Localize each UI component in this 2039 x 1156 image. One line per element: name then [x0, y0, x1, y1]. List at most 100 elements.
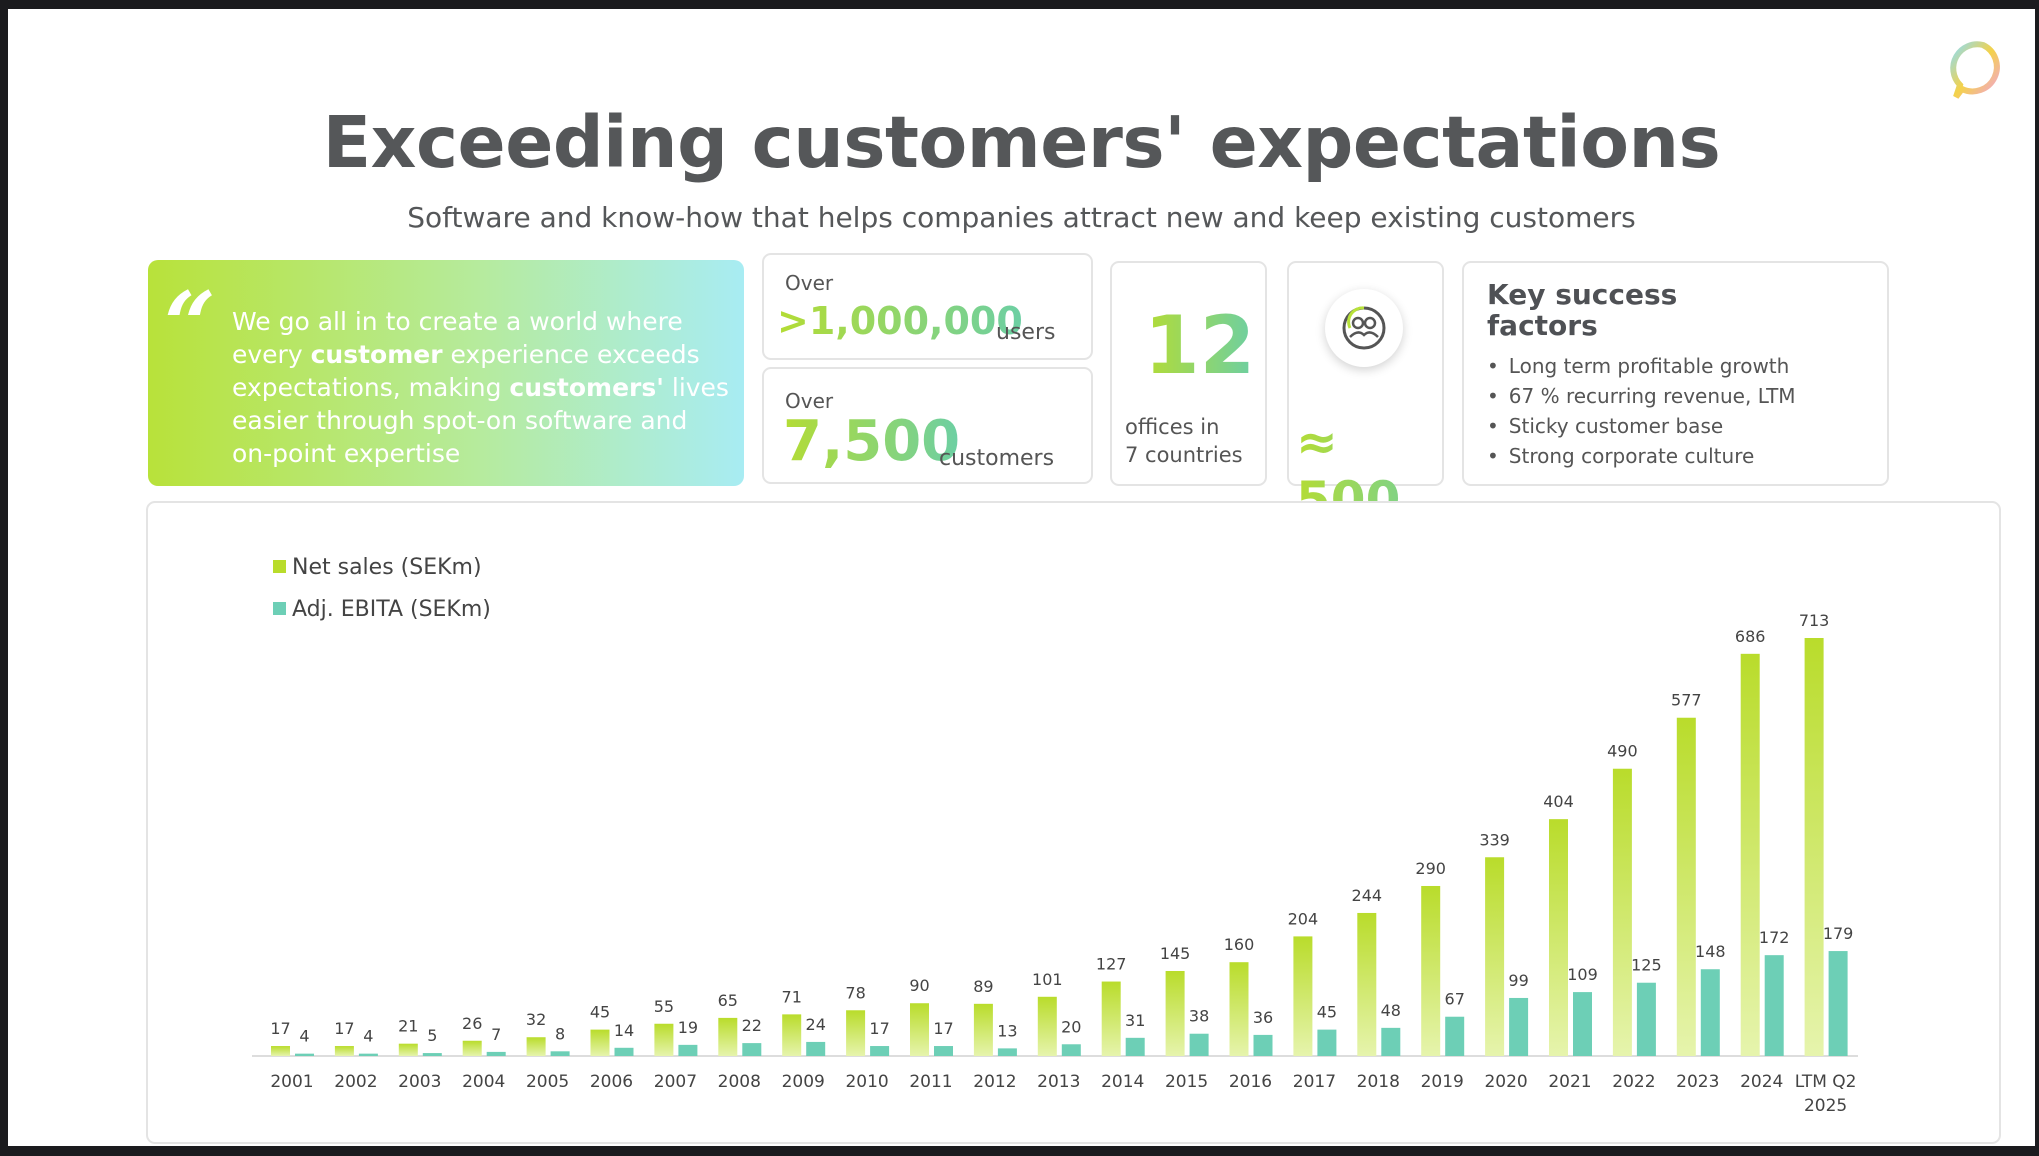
net-sales-bar — [1804, 638, 1824, 1056]
adj-ebita-bar — [550, 1051, 570, 1056]
net-sales-data-label: 339 — [1479, 830, 1510, 849]
adj-ebita-data-label: 17 — [869, 1019, 889, 1038]
net-sales-data-label: 89 — [973, 977, 993, 996]
net-sales-data-label: 127 — [1096, 955, 1127, 974]
adj-ebita-data-label: 22 — [742, 1016, 762, 1035]
adj-ebita-bar — [1189, 1033, 1209, 1056]
net-sales-bar — [1485, 857, 1505, 1056]
net-sales-bar — [590, 1029, 610, 1056]
key-success-card: Key success factors Long term profitable… — [1462, 261, 1889, 486]
x-tick-label: 2021 — [1548, 1072, 1591, 1092]
adj-ebita-bar — [1573, 992, 1592, 1056]
people-icon-badge — [1325, 289, 1403, 367]
offices-label-line1: offices in — [1125, 415, 1220, 439]
net-sales-bar — [1229, 962, 1249, 1056]
adj-ebita-data-label: 19 — [678, 1018, 698, 1037]
legend-net-sales: Net sales (SEKm) — [273, 555, 482, 580]
adj-ebita-data-label: 172 — [1759, 928, 1790, 947]
legend-label: Adj. EBITA (SEKm) — [292, 597, 491, 622]
key-success-title: Key success factors — [1487, 279, 1677, 341]
users-stat-card: Over >1,000,000 users — [762, 253, 1093, 360]
adj-ebita-data-label: 38 — [1189, 1007, 1209, 1026]
people-icon — [1342, 306, 1386, 350]
x-tick-label: 2016 — [1229, 1072, 1272, 1092]
quote-part: experience exceeds expectations, making — [232, 340, 700, 402]
x-tick-label: 2019 — [1421, 1072, 1464, 1092]
net-sales-data-label: 101 — [1032, 970, 1063, 989]
net-sales-bar — [1421, 885, 1441, 1056]
quote-emphasis: customer — [310, 340, 443, 369]
net-sales-data-label: 17 — [270, 1019, 290, 1038]
net-sales-data-label: 45 — [590, 1003, 610, 1022]
quote-part: lives easier through spot-on software an… — [232, 373, 729, 468]
key-success-item: Sticky customer base — [1487, 411, 1796, 441]
net-sales-bar — [973, 1003, 993, 1056]
x-tick-label: 2014 — [1101, 1072, 1144, 1092]
adj-ebita-bar — [1317, 1029, 1337, 1056]
net-sales-data-label: 145 — [1160, 944, 1191, 963]
x-tick-label: 2024 — [1740, 1072, 1783, 1092]
quote-mark-icon: “ — [164, 272, 216, 378]
net-sales-data-label: 204 — [1288, 909, 1319, 928]
adj-ebita-bar — [1253, 1034, 1273, 1056]
x-tick-label: 2015 — [1165, 1072, 1208, 1092]
net-sales-bar — [1357, 912, 1377, 1056]
net-sales-bar — [526, 1037, 546, 1056]
x-tick-label: 2020 — [1484, 1072, 1527, 1092]
adj-ebita-bar — [678, 1044, 698, 1056]
adj-ebita-bar — [1636, 982, 1656, 1056]
adj-ebita-data-label: 109 — [1567, 965, 1598, 984]
x-tick-label: 2002 — [334, 1072, 377, 1092]
net-sales-bar — [654, 1023, 674, 1056]
adj-ebita-bar — [1828, 951, 1848, 1056]
quote-part: We go all in to create a world where eve… — [232, 307, 683, 369]
x-tick-label: 2012 — [973, 1072, 1016, 1092]
net-sales-data-label: 686 — [1735, 627, 1766, 646]
page-subtitle: Software and know-how that helps compani… — [407, 201, 1636, 234]
net-sales-bar — [1676, 717, 1696, 1056]
x-tick-label: 2023 — [1676, 1072, 1719, 1092]
x-tick-label: 2022 — [1612, 1072, 1655, 1092]
net-sales-data-label: 78 — [845, 983, 865, 1002]
users-value: >1,000,000 — [777, 299, 1023, 343]
key-success-title-line: factors — [1487, 309, 1598, 342]
net-sales-data-label: 290 — [1415, 859, 1446, 878]
adj-ebita-data-label: 24 — [806, 1015, 826, 1034]
adj-ebita-data-label: 179 — [1823, 924, 1854, 943]
x-tick-label: 2009 — [782, 1072, 825, 1092]
x-tick-label: 2018 — [1357, 1072, 1400, 1092]
adj-ebita-bar — [1509, 997, 1529, 1056]
key-success-title-line: Key success — [1487, 278, 1678, 311]
net-sales-data-label: 577 — [1671, 691, 1702, 710]
customers-prefix: Over — [785, 389, 834, 413]
adj-ebita-bar — [742, 1043, 762, 1056]
adj-ebita-data-label: 48 — [1381, 1001, 1401, 1020]
net-sales-data-label: 71 — [782, 987, 802, 1006]
adj-ebita-bar — [997, 1048, 1017, 1056]
net-sales-data-label: 244 — [1352, 886, 1383, 905]
x-tick-label: 2004 — [462, 1072, 505, 1092]
adj-ebita-data-label: 4 — [363, 1027, 373, 1046]
adj-ebita-bar — [1125, 1037, 1145, 1056]
x-tick-label: 2013 — [1037, 1072, 1080, 1092]
x-tick-label: 2003 — [398, 1072, 441, 1092]
x-tick-label: 2008 — [718, 1072, 761, 1092]
net-sales-data-label: 90 — [909, 976, 929, 995]
adj-ebita-data-label: 36 — [1253, 1008, 1273, 1027]
financial-chart-card: Net sales (SEKm) Adj. EBITA (SEKm) 17 4 20… — [146, 501, 2001, 1144]
net-sales-data-label: 32 — [526, 1010, 546, 1029]
key-success-item: Strong corporate culture — [1487, 441, 1796, 471]
adj-ebita-bar — [358, 1053, 378, 1056]
legend-swatch-net-sales — [273, 560, 286, 573]
adj-ebita-bar — [295, 1053, 314, 1056]
net-sales-data-label: 17 — [334, 1019, 354, 1038]
company-logo-icon — [1950, 41, 2000, 99]
net-sales-bar — [846, 1010, 866, 1056]
adj-ebita-data-label: 5 — [427, 1026, 437, 1045]
slide: Exceeding customers' expectations Softwa… — [8, 9, 2035, 1146]
net-sales-bar — [1101, 981, 1121, 1056]
employees-stat-card: ≈ 500 — [1287, 261, 1444, 529]
adj-ebita-data-label: 7 — [491, 1025, 501, 1044]
x-tick-label: LTM Q2 — [1795, 1072, 1857, 1092]
